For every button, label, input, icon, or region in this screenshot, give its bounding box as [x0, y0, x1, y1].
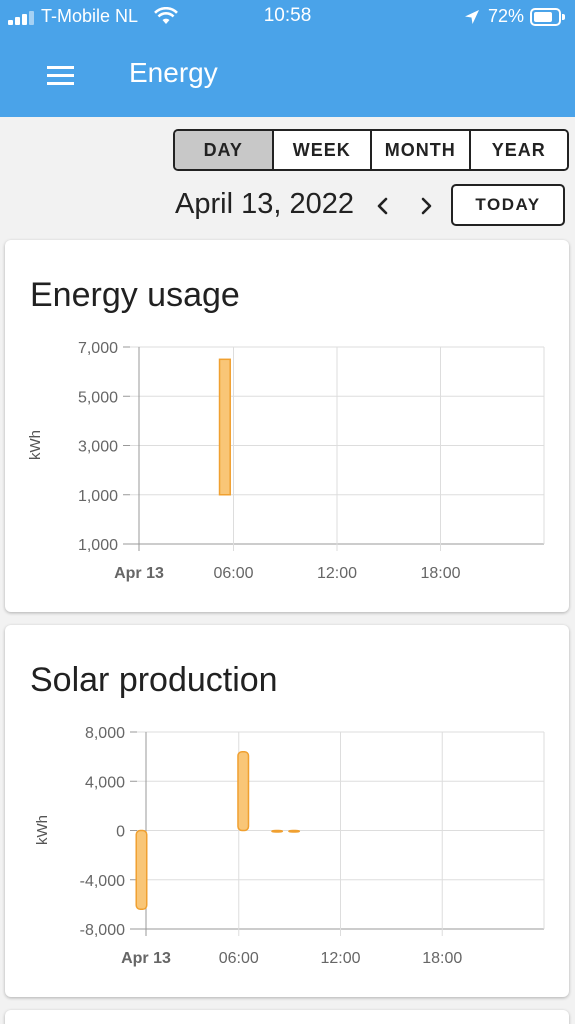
energy-usage-card: Energy usage 7,000 5,000 3,000 1,000 1,000 Ap…: [5, 240, 569, 612]
page-title: Energy: [129, 57, 218, 88]
solar-production-chart: 8,000 4,000 0 -4,000 -8,000 Apr 13 06:00 12:00 1…: [34, 725, 545, 967]
x-tick-label: Apr 13: [114, 565, 164, 582]
chart-bar: [288, 829, 301, 833]
next-card: [5, 1010, 569, 1024]
y-tick-label: 3,000: [78, 439, 118, 456]
chevron-right-icon[interactable]: [414, 193, 438, 219]
period-day-button[interactable]: DAY: [175, 131, 274, 169]
x-tick-label: 18:00: [420, 565, 460, 582]
energy-usage-chart: 7,000 5,000 3,000 1,000 1,000 Apr 13 06:00 12:0…: [27, 340, 545, 582]
signal-icon: [8, 11, 35, 25]
solar-production-title: Solar production: [30, 661, 278, 699]
x-tick-label: Apr 13: [121, 950, 171, 967]
battery-icon: [530, 8, 565, 26]
location-arrow-icon: [465, 10, 479, 24]
y-tick-label: -4,000: [80, 873, 125, 890]
y-tick-label: 1,000: [78, 537, 118, 554]
y-tick-label: 7,000: [78, 340, 118, 357]
status-time: 10:58: [263, 5, 312, 26]
x-tick-label: 12:00: [320, 950, 360, 967]
battery-percent: 72%: [488, 6, 525, 26]
energy-usage-title: Energy usage: [30, 276, 240, 314]
chart-bar: [218, 358, 231, 496]
x-tick-label: 18:00: [422, 950, 462, 967]
app-bar: T-Mobile NL 10:58 72% Energy: [0, 0, 575, 117]
chevron-left-icon[interactable]: [371, 193, 395, 219]
y-tick-label: 8,000: [85, 725, 125, 742]
x-tick-label: 12:00: [317, 565, 357, 582]
status-bar: T-Mobile NL 10:58 72%: [0, 0, 575, 34]
wifi-icon: [154, 7, 178, 24]
hamburger-menu-icon[interactable]: [40, 60, 80, 90]
period-year-button[interactable]: YEAR: [470, 131, 567, 169]
today-button[interactable]: TODAY: [451, 184, 565, 226]
period-month-button[interactable]: MONTH: [372, 131, 471, 169]
x-tick-label: 06:00: [219, 950, 259, 967]
y-tick-label: 0: [116, 824, 125, 841]
solar-production-card: Solar production 8,000 4,000 0 -4,000 -8,000…: [5, 625, 569, 997]
y-tick-label: 4,000: [85, 774, 125, 791]
current-date: April 13, 2022: [175, 188, 354, 220]
chart-bar: [237, 750, 250, 832]
carrier-name: T-Mobile NL: [41, 6, 139, 26]
chart-bar: [135, 829, 148, 911]
x-tick-label: 06:00: [213, 565, 253, 582]
y-tick-label: 5,000: [78, 389, 118, 406]
chart-bar: [271, 829, 284, 833]
y-tick-label: 1,000: [78, 488, 118, 505]
y-axis-label: kWh: [27, 430, 44, 460]
y-tick-label: -8,000: [80, 922, 125, 939]
period-selector: DAY WEEK MONTH YEAR: [173, 129, 569, 171]
y-axis-label: kWh: [34, 815, 51, 845]
period-week-button[interactable]: WEEK: [273, 131, 372, 169]
